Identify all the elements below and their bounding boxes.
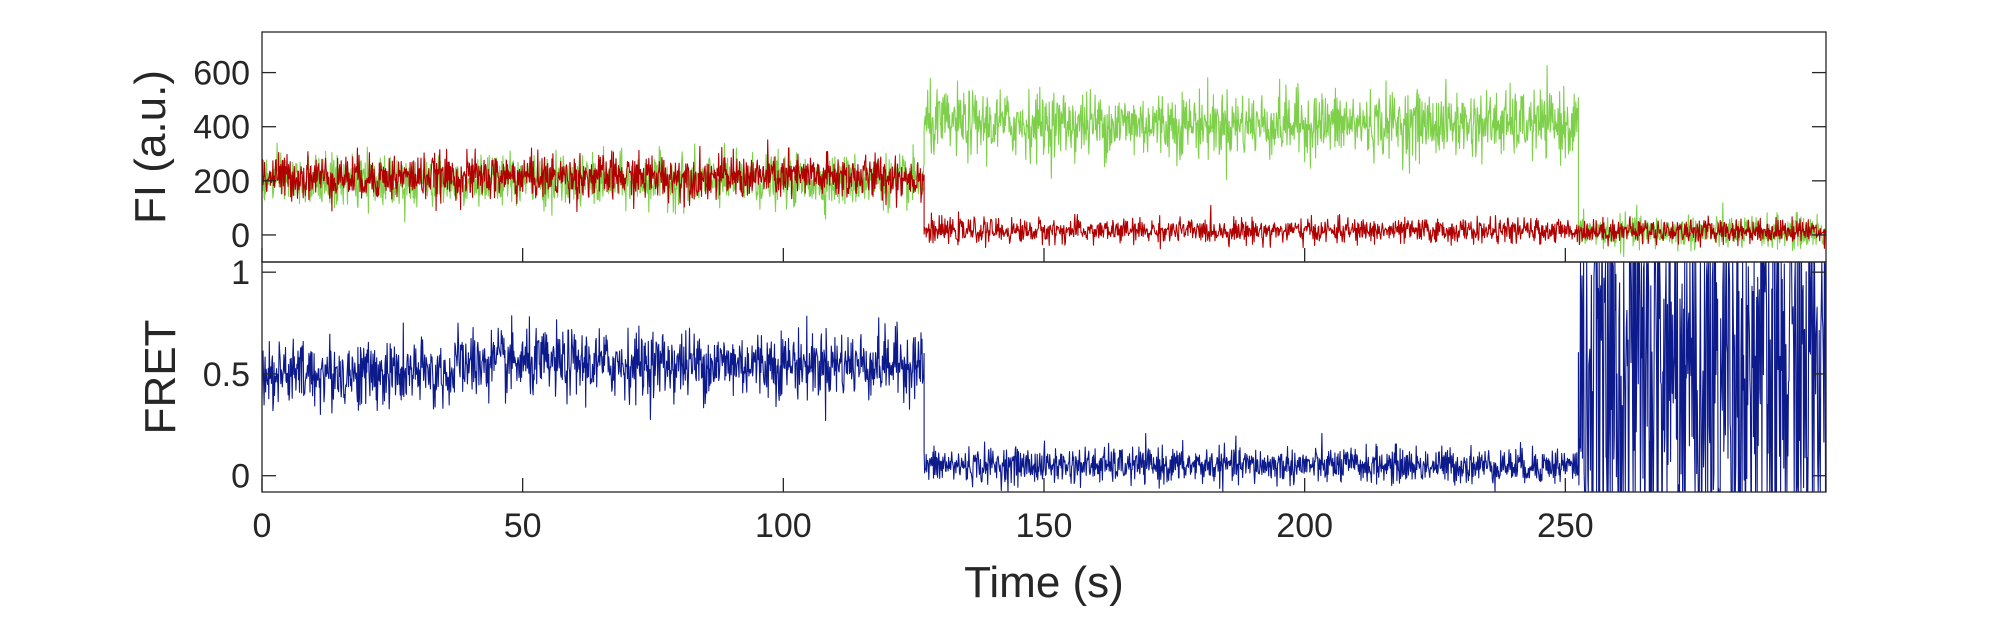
y-tick-label-0-1: 200 <box>193 163 250 201</box>
intensity-traces <box>261 65 1826 258</box>
intensity-y-axis-label: FI (a.u.) <box>126 70 175 224</box>
fret-traces <box>261 261 1827 493</box>
series-line-0-1 <box>261 139 1826 250</box>
series-line-1-0 <box>261 261 1827 493</box>
y-tick-label-0-3: 600 <box>193 55 250 93</box>
y-tick-label-1-0: 0 <box>231 458 250 496</box>
x-tick-label-5: 250 <box>1537 507 1594 545</box>
y-tick-label-1-1: 0.5 <box>203 356 250 394</box>
y-tick-label-0-0: 0 <box>231 217 250 255</box>
x-tick-label-1: 50 <box>504 507 542 545</box>
fret-panel: 00.51 0 50 100 150 200 250 FRET Time (s) <box>136 248 1827 607</box>
x-tick-label-4: 200 <box>1276 507 1333 545</box>
time-x-ticks: 0 50 100 150 200 250 <box>253 248 1594 545</box>
y-tick-label-0-2: 400 <box>193 109 250 147</box>
x-tick-label-3: 150 <box>1016 507 1073 545</box>
x-tick-label-2: 100 <box>755 507 812 545</box>
fret-y-ticks: 00.51 <box>203 254 1826 496</box>
intensity-panel: 0 200 400 600 FI (a.u.) <box>126 31 1827 263</box>
intensity-y-ticks: 0 200 400 600 <box>193 55 1826 255</box>
y-tick-label-1-2: 1 <box>231 254 250 292</box>
x-tick-label-0: 0 <box>253 507 272 545</box>
x-axis-label: Time (s) <box>964 558 1124 607</box>
fret-y-axis-label: FRET <box>136 320 185 435</box>
